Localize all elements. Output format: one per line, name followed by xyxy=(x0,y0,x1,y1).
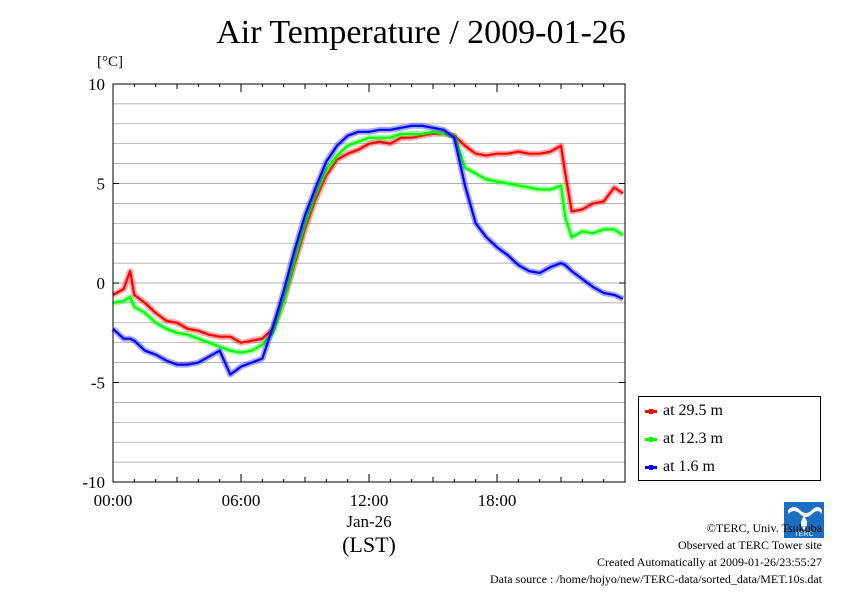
svg-text:TERC: TERC xyxy=(794,531,813,538)
x-axis-label: (LST) xyxy=(342,532,396,557)
legend-swatch-blue xyxy=(645,464,657,470)
y-tick-label: 10 xyxy=(88,75,105,94)
y-tick-label: 5 xyxy=(97,175,106,194)
series-line-1 xyxy=(112,130,624,354)
legend-item-29-5m: at 29.5 m xyxy=(645,400,723,422)
series-line-2 xyxy=(112,124,624,376)
series-halo-0 xyxy=(111,130,625,346)
x-tick-label: 00:00 xyxy=(94,491,133,510)
series-line-0 xyxy=(112,132,624,344)
series-halo-1 xyxy=(112,128,625,356)
y-tick-label: 0 xyxy=(97,274,106,293)
legend-swatch-green xyxy=(645,436,657,442)
legend-item-12-3m: at 12.3 m xyxy=(645,428,723,450)
footer-site: Observed at TERC Tower site xyxy=(677,538,822,552)
x-tick-label: 06:00 xyxy=(222,491,261,510)
y-axis-unit-label: [°C] xyxy=(97,54,123,70)
footer-source: Data source : /home/hojyo/new/TERC-data/… xyxy=(489,572,822,586)
y-tick-label: -5 xyxy=(91,374,105,393)
x-date-label: Jan-26 xyxy=(346,512,392,531)
legend-label: at 12.3 m xyxy=(663,430,723,447)
x-tick-label: 12:00 xyxy=(350,491,389,510)
legend-label: at 1.6 m xyxy=(663,458,715,475)
legend: at 29.5 m at 12.3 m at 1.6 m xyxy=(638,396,821,481)
y-tick-label: -10 xyxy=(82,473,105,492)
x-tick-label: 18:00 xyxy=(478,491,517,510)
grid-lines xyxy=(113,103,625,463)
legend-item-1-6m: at 1.6 m xyxy=(645,456,715,478)
terc-logo: TERC xyxy=(784,502,824,538)
footer-copyright: ©TERC, Univ. Tsukuba xyxy=(706,521,822,535)
legend-label: at 29.5 m xyxy=(663,402,723,419)
legend-swatch-red xyxy=(645,408,657,414)
footer-created: Created Automatically at 2009-01-26/23:5… xyxy=(597,555,822,569)
series-lines xyxy=(110,122,625,378)
chart-title: Air Temperature / 2009-01-26 xyxy=(216,14,626,51)
